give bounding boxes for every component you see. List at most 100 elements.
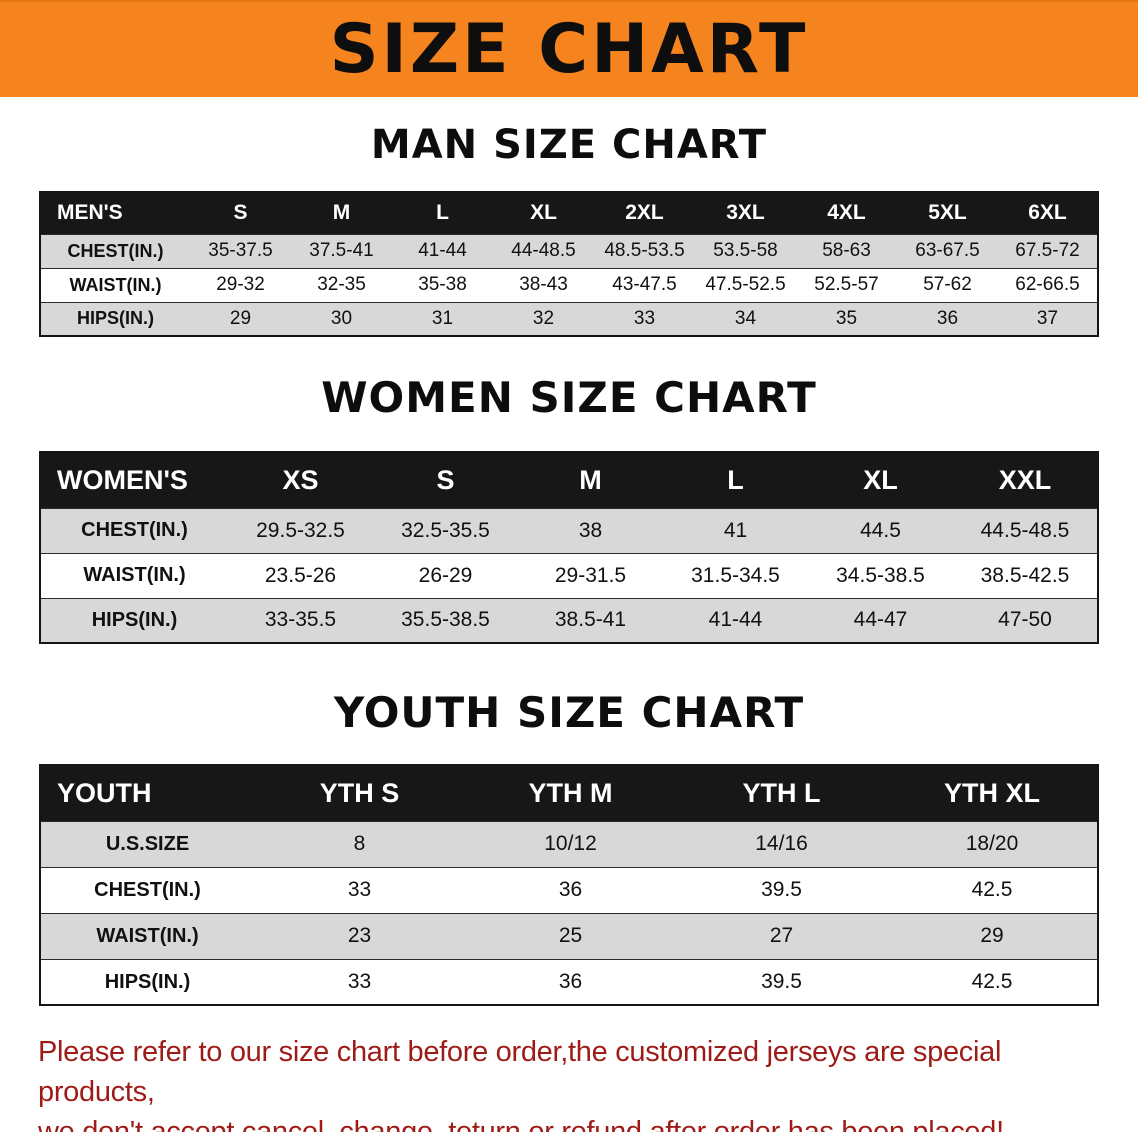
banner: SIZE CHART [0, 0, 1138, 97]
value-cell: 38-43 [493, 267, 594, 302]
row-label-cell: CHEST(IN.) [40, 866, 254, 914]
size-header-cell: 2XL [594, 192, 695, 234]
disclaimer: Please refer to our size chart before or… [38, 1032, 1100, 1132]
size-header-cell: XL [808, 452, 953, 509]
women-section-heading: WOMEN SIZE CHART [321, 373, 817, 422]
table-header-row: WOMEN'S XS S M L XL XXL [40, 452, 1098, 509]
value-cell: 31 [392, 301, 493, 336]
value-cell: 57-62 [897, 267, 998, 302]
value-cell: 39.5 [676, 958, 887, 1006]
value-cell: 42.5 [887, 958, 1098, 1006]
size-header-cell: 3XL [695, 192, 796, 234]
size-header-cell: L [663, 452, 808, 509]
size-header-cell: YTH XL [887, 765, 1098, 822]
value-cell: 33 [594, 301, 695, 336]
disclaimer-line-2: we don't accept cancel, change, teturn o… [38, 1116, 1004, 1132]
value-cell: 44.5-48.5 [953, 507, 1098, 554]
value-cell: 35-37.5 [190, 233, 291, 268]
value-cell: 34 [695, 301, 796, 336]
size-header-cell: S [373, 452, 518, 509]
value-cell: 10/12 [465, 820, 676, 868]
disclaimer-line-1: Please refer to our size chart before or… [38, 1036, 1002, 1109]
table-row: CHEST(IN.) 35-37.5 37.5-41 41-44 44-48.5 48.5… [40, 233, 1098, 268]
value-cell: 37.5-41 [291, 233, 392, 268]
page-title: SIZE CHART [329, 9, 809, 89]
value-cell: 38 [518, 507, 663, 554]
value-cell: 33 [254, 866, 465, 914]
value-cell: 37 [998, 301, 1098, 336]
value-cell: 27 [676, 912, 887, 960]
value-cell: 26-29 [373, 552, 518, 599]
row-label-cell: CHEST(IN.) [40, 233, 190, 268]
size-header-cell: XXL [953, 452, 1098, 509]
value-cell: 44.5 [808, 507, 953, 554]
table-header-row: YOUTH YTH S YTH M YTH L YTH XL [40, 765, 1098, 822]
size-header-cell: 6XL [998, 192, 1098, 234]
value-cell: 23.5-26 [228, 552, 373, 599]
value-cell: 29.5-32.5 [228, 507, 373, 554]
size-header-cell: YTH M [465, 765, 676, 822]
value-cell: 43-47.5 [594, 267, 695, 302]
value-cell: 36 [465, 866, 676, 914]
value-cell: 32-35 [291, 267, 392, 302]
size-header-cell: 4XL [796, 192, 897, 234]
table-row: CHEST(IN.) 29.5-32.5 32.5-35.5 38 41 44.5 44.5… [40, 507, 1098, 554]
value-cell: 29-32 [190, 267, 291, 302]
value-cell: 67.5-72 [998, 233, 1098, 268]
value-cell: 63-67.5 [897, 233, 998, 268]
table-row: WAIST(IN.) 23.5-26 26-29 29-31.5 31.5-34.5 34… [40, 552, 1098, 599]
table-header-row: MEN'S S M L XL 2XL 3XL 4XL 5XL 6XL [40, 192, 1098, 234]
size-header-cell: S [190, 192, 291, 234]
value-cell: 47.5-52.5 [695, 267, 796, 302]
value-cell: 52.5-57 [796, 267, 897, 302]
value-cell: 29 [887, 912, 1098, 960]
table-row: HIPS(IN.) 33-35.5 35.5-38.5 38.5-41 41-44 44-… [40, 597, 1098, 644]
size-header-cell: M [291, 192, 392, 234]
youth-section-heading: YOUTH SIZE CHART [333, 688, 805, 738]
size-header-cell: 5XL [897, 192, 998, 234]
size-header-cell: L [392, 192, 493, 234]
value-cell: 39.5 [676, 866, 887, 914]
value-cell: 38.5-41 [518, 597, 663, 644]
row-label-cell: HIPS(IN.) [40, 958, 254, 1006]
women-size-section: WOMEN SIZE CHART WOMEN'S XS S M L XL XXL CHEST(… [0, 373, 1138, 645]
row-label-cell: U.S.SIZE [40, 820, 254, 868]
value-cell: 33 [254, 958, 465, 1006]
value-cell: 41-44 [392, 233, 493, 268]
table-row: U.S.SIZE 8 10/12 14/16 18/20 [40, 820, 1098, 868]
value-cell: 62-66.5 [998, 267, 1098, 302]
value-cell: 35.5-38.5 [373, 597, 518, 644]
size-header-cell: YTH S [254, 765, 465, 822]
value-cell: 30 [291, 301, 392, 336]
value-cell: 33-35.5 [228, 597, 373, 644]
row-label-cell: HIPS(IN.) [40, 597, 228, 644]
value-cell: 32.5-35.5 [373, 507, 518, 554]
table-title-cell: MEN'S [40, 192, 190, 234]
value-cell: 38.5-42.5 [953, 552, 1098, 599]
table-title-cell: YOUTH [40, 765, 254, 822]
women-size-table: WOMEN'S XS S M L XL XXL CHEST(IN.) 29.5-32.5 32.5… [39, 451, 1099, 645]
youth-size-table: YOUTH YTH S YTH M YTH L YTH XL U.S.SIZE 8 10/12… [39, 764, 1099, 1007]
value-cell: 58-63 [796, 233, 897, 268]
table-row: HIPS(IN.) 29 30 31 32 33 34 35 36 37 [40, 301, 1098, 336]
table-row: WAIST(IN.) 23 25 27 29 [40, 912, 1098, 960]
youth-size-section: YOUTH SIZE CHART YOUTH YTH S YTH M YTH L YTH… [0, 688, 1138, 1007]
value-cell: 36 [897, 301, 998, 336]
man-section-heading: MAN SIZE CHART [370, 122, 768, 168]
row-label-cell: HIPS(IN.) [40, 301, 190, 336]
value-cell: 29-31.5 [518, 552, 663, 599]
value-cell: 41 [663, 507, 808, 554]
value-cell: 31.5-34.5 [663, 552, 808, 599]
table-row: HIPS(IN.) 33 36 39.5 42.5 [40, 958, 1098, 1006]
value-cell: 42.5 [887, 866, 1098, 914]
value-cell: 48.5-53.5 [594, 233, 695, 268]
size-header-cell: XS [228, 452, 373, 509]
value-cell: 14/16 [676, 820, 887, 868]
value-cell: 29 [190, 301, 291, 336]
value-cell: 18/20 [887, 820, 1098, 868]
table-row: WAIST(IN.) 29-32 32-35 35-38 38-43 43-47.5 47.… [40, 267, 1098, 302]
table-row: CHEST(IN.) 33 36 39.5 42.5 [40, 866, 1098, 914]
value-cell: 41-44 [663, 597, 808, 644]
value-cell: 35 [796, 301, 897, 336]
value-cell: 34.5-38.5 [808, 552, 953, 599]
